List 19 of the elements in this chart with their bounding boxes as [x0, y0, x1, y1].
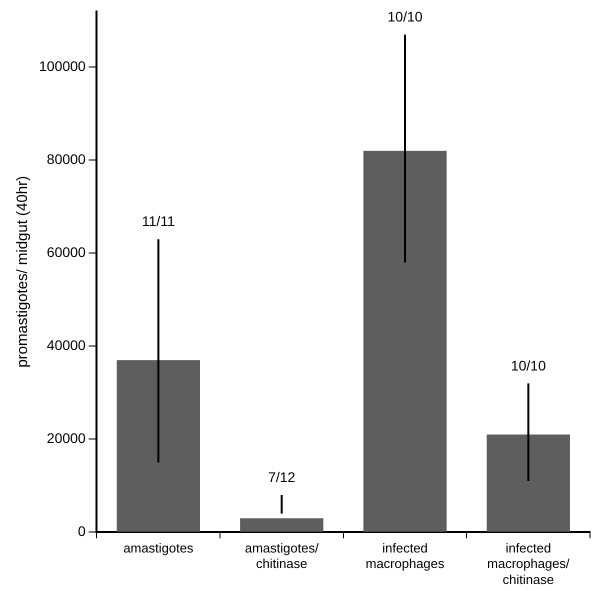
x-tick-label: infected macrophages: [366, 540, 445, 572]
annotation: 10/10: [510, 357, 546, 374]
bar: [486, 434, 570, 532]
x-tick-label: infected macrophages/ chitinase: [487, 540, 570, 587]
y-tick-label: 100000: [39, 58, 86, 74]
y-axis-title: promastigotes/ midgut (40hr): [14, 176, 32, 368]
annotation: 7/12: [268, 468, 296, 485]
y-tick-label: 60000: [46, 244, 86, 260]
y-tick-label: 40000: [46, 337, 86, 354]
y-tick-label: 0: [78, 523, 86, 540]
y-tick-label: 20000: [46, 430, 86, 446]
annotation: 11/11: [142, 213, 176, 230]
x-tick-label: amastigotes: [123, 540, 194, 556]
x-tick-label: amastigotes/ chitinase: [244, 540, 319, 572]
bar: [240, 518, 324, 532]
annotation: 10/10: [387, 8, 423, 25]
bar: [116, 360, 200, 532]
y-tick-label: 80000: [46, 151, 86, 168]
bar: [363, 150, 447, 532]
